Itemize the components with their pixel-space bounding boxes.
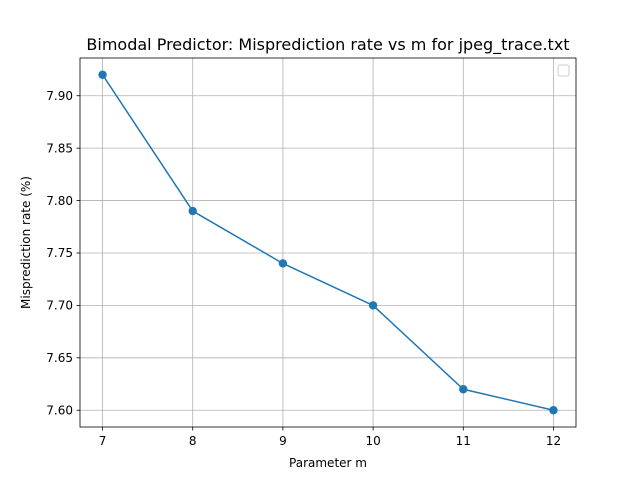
data-point: [549, 406, 558, 415]
x-tick-label: 12: [546, 434, 561, 448]
y-tick-label: 7.90: [46, 89, 73, 103]
x-tick-label: 8: [189, 434, 197, 448]
plot-frame: [79, 57, 577, 428]
y-tick-label: 7.65: [46, 351, 73, 365]
series-layer: [98, 70, 558, 415]
y-axis-label: Misprediction rate (%): [19, 176, 33, 309]
series-line: [101, 74, 554, 411]
x-axis-label: Parameter m: [289, 456, 367, 470]
x-tick-label: 11: [456, 434, 471, 448]
y-tick-label: 7.85: [46, 141, 73, 155]
y-tick-label: 7.60: [46, 403, 73, 417]
data-point: [278, 259, 288, 268]
x-tick-label: 10: [365, 434, 380, 448]
y-tick-label: 7.80: [46, 194, 73, 208]
x-tick-label: 9: [279, 434, 287, 448]
y-tick-label: 7.70: [46, 299, 73, 313]
grid-layer: [80, 58, 576, 427]
y-axis: 7.60 7.65 7.70 7.75 7.80 7.85 7.90: [46, 89, 80, 417]
x-axis: 7 8 9 10 11 12: [99, 427, 561, 448]
x-tick-label: 7: [99, 434, 107, 448]
data-point: [368, 301, 378, 310]
y-tick-label: 7.75: [46, 246, 73, 260]
data-point: [459, 385, 468, 394]
data-point: [188, 206, 197, 216]
legend-box: [557, 64, 570, 77]
chart-title: Bimodal Predictor: Misprediction rate vs…: [86, 35, 569, 55]
data-point: [98, 70, 107, 79]
